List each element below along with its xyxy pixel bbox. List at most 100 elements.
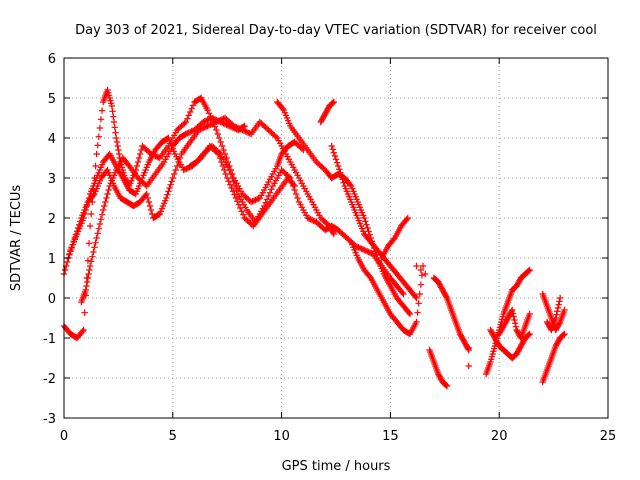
- data-point-marker: [228, 184, 235, 192]
- data-point-marker: [143, 190, 150, 198]
- data-point-marker: [86, 266, 93, 274]
- data-point-marker: [84, 278, 91, 286]
- data-point-marker: [556, 320, 563, 327]
- data-point-marker: [308, 216, 316, 224]
- data-point-marker: [363, 221, 370, 228]
- data-point-marker: [363, 248, 371, 255]
- data-point-marker: [68, 244, 75, 252]
- data-point-marker: [337, 169, 344, 176]
- data-point-marker: [250, 197, 258, 204]
- data-point-marker: [99, 206, 107, 214]
- data-point-marker: [366, 273, 373, 280]
- data-point-marker: [443, 382, 451, 390]
- data-point-marker: [290, 182, 297, 190]
- data-point-marker: [182, 118, 190, 126]
- data-point-marker: [146, 202, 154, 210]
- data-point-marker: [182, 130, 190, 138]
- series-track-l: [430, 274, 472, 354]
- data-point-marker: [231, 182, 239, 190]
- data-point-marker: [168, 178, 175, 185]
- data-point-marker: [80, 326, 87, 334]
- data-point-marker: [442, 381, 449, 388]
- data-point-marker: [329, 99, 337, 106]
- data-point-marker: [330, 149, 338, 156]
- series-track-j: [378, 214, 412, 262]
- data-point-marker: [113, 134, 120, 142]
- data-point-marker: [362, 218, 369, 225]
- data-point-marker: [525, 331, 533, 338]
- data-point-marker: [234, 198, 241, 205]
- x-tick-label: 25: [600, 429, 617, 444]
- data-point-marker: [114, 142, 121, 150]
- data-point-marker: [133, 162, 141, 170]
- data-point-marker: [512, 323, 520, 330]
- data-point-marker: [85, 240, 93, 247]
- data-point-marker: [184, 115, 191, 122]
- data-point-marker: [287, 174, 294, 182]
- data-point-marker: [110, 113, 117, 120]
- x-tick-label: 5: [169, 429, 177, 444]
- data-point-marker: [213, 116, 220, 124]
- data-point-marker: [66, 251, 73, 258]
- data-point-marker: [291, 186, 298, 194]
- data-point-marker: [332, 156, 340, 163]
- data-point-marker: [329, 146, 336, 153]
- data-point-marker: [330, 98, 338, 106]
- data-point-marker: [85, 270, 92, 278]
- data-point-marker: [263, 196, 271, 203]
- data-point-marker: [90, 248, 97, 256]
- y-tick-label: -1: [43, 332, 56, 347]
- data-point-marker: [552, 314, 559, 322]
- data-point-marker: [511, 316, 518, 324]
- data-point-marker: [464, 345, 472, 352]
- data-point-marker: [279, 105, 286, 112]
- data-point-marker: [188, 128, 195, 135]
- data-point-marker: [226, 181, 234, 188]
- data-point-marker: [93, 150, 100, 158]
- data-point-marker: [88, 258, 95, 265]
- data-point-marker: [90, 192, 97, 199]
- data-point-marker: [185, 129, 192, 136]
- data-point-marker: [67, 248, 74, 255]
- data-point-marker: [97, 116, 105, 123]
- data-point-marker: [553, 311, 560, 318]
- data-point-marker: [556, 298, 563, 305]
- series-track-f: [274, 98, 414, 318]
- data-point-marker: [230, 178, 237, 186]
- data-point-marker: [214, 130, 221, 138]
- data-point-marker: [98, 107, 106, 114]
- data-points: [60, 86, 568, 390]
- data-point-marker: [208, 120, 216, 128]
- data-point-marker: [164, 191, 171, 198]
- data-point-marker: [255, 195, 262, 202]
- data-point-marker: [353, 243, 361, 250]
- data-point-marker: [165, 188, 172, 195]
- data-point-marker: [84, 257, 92, 264]
- data-point-marker: [220, 146, 227, 154]
- data-point-marker: [115, 150, 123, 158]
- data-point-marker: [373, 251, 380, 258]
- data-point-marker: [183, 165, 190, 172]
- y-tick-label: -2: [43, 372, 56, 387]
- y-tick-label: -3: [43, 412, 56, 427]
- data-point-marker: [135, 154, 143, 162]
- data-point-marker: [418, 272, 426, 279]
- data-point-marker: [361, 246, 368, 254]
- x-tick-labels: 0 5 10 15 20 25: [60, 429, 616, 444]
- data-point-marker: [89, 253, 96, 260]
- data-point-marker: [145, 198, 153, 206]
- y-tick-labels: -3 -2 -1 0 1 2 3 4 5 6: [43, 52, 56, 427]
- data-point-marker: [390, 236, 397, 243]
- data-point-marker: [94, 142, 101, 149]
- data-point-marker: [96, 220, 104, 228]
- data-point-marker: [246, 130, 253, 137]
- data-point-marker: [240, 123, 247, 130]
- data-point-marker: [216, 149, 223, 156]
- data-point-marker: [187, 108, 194, 116]
- data-point-marker: [166, 184, 173, 192]
- data-point-marker: [231, 191, 238, 198]
- data-point-marker: [73, 228, 81, 235]
- data-point-marker: [109, 108, 116, 115]
- data-point-marker: [102, 198, 109, 206]
